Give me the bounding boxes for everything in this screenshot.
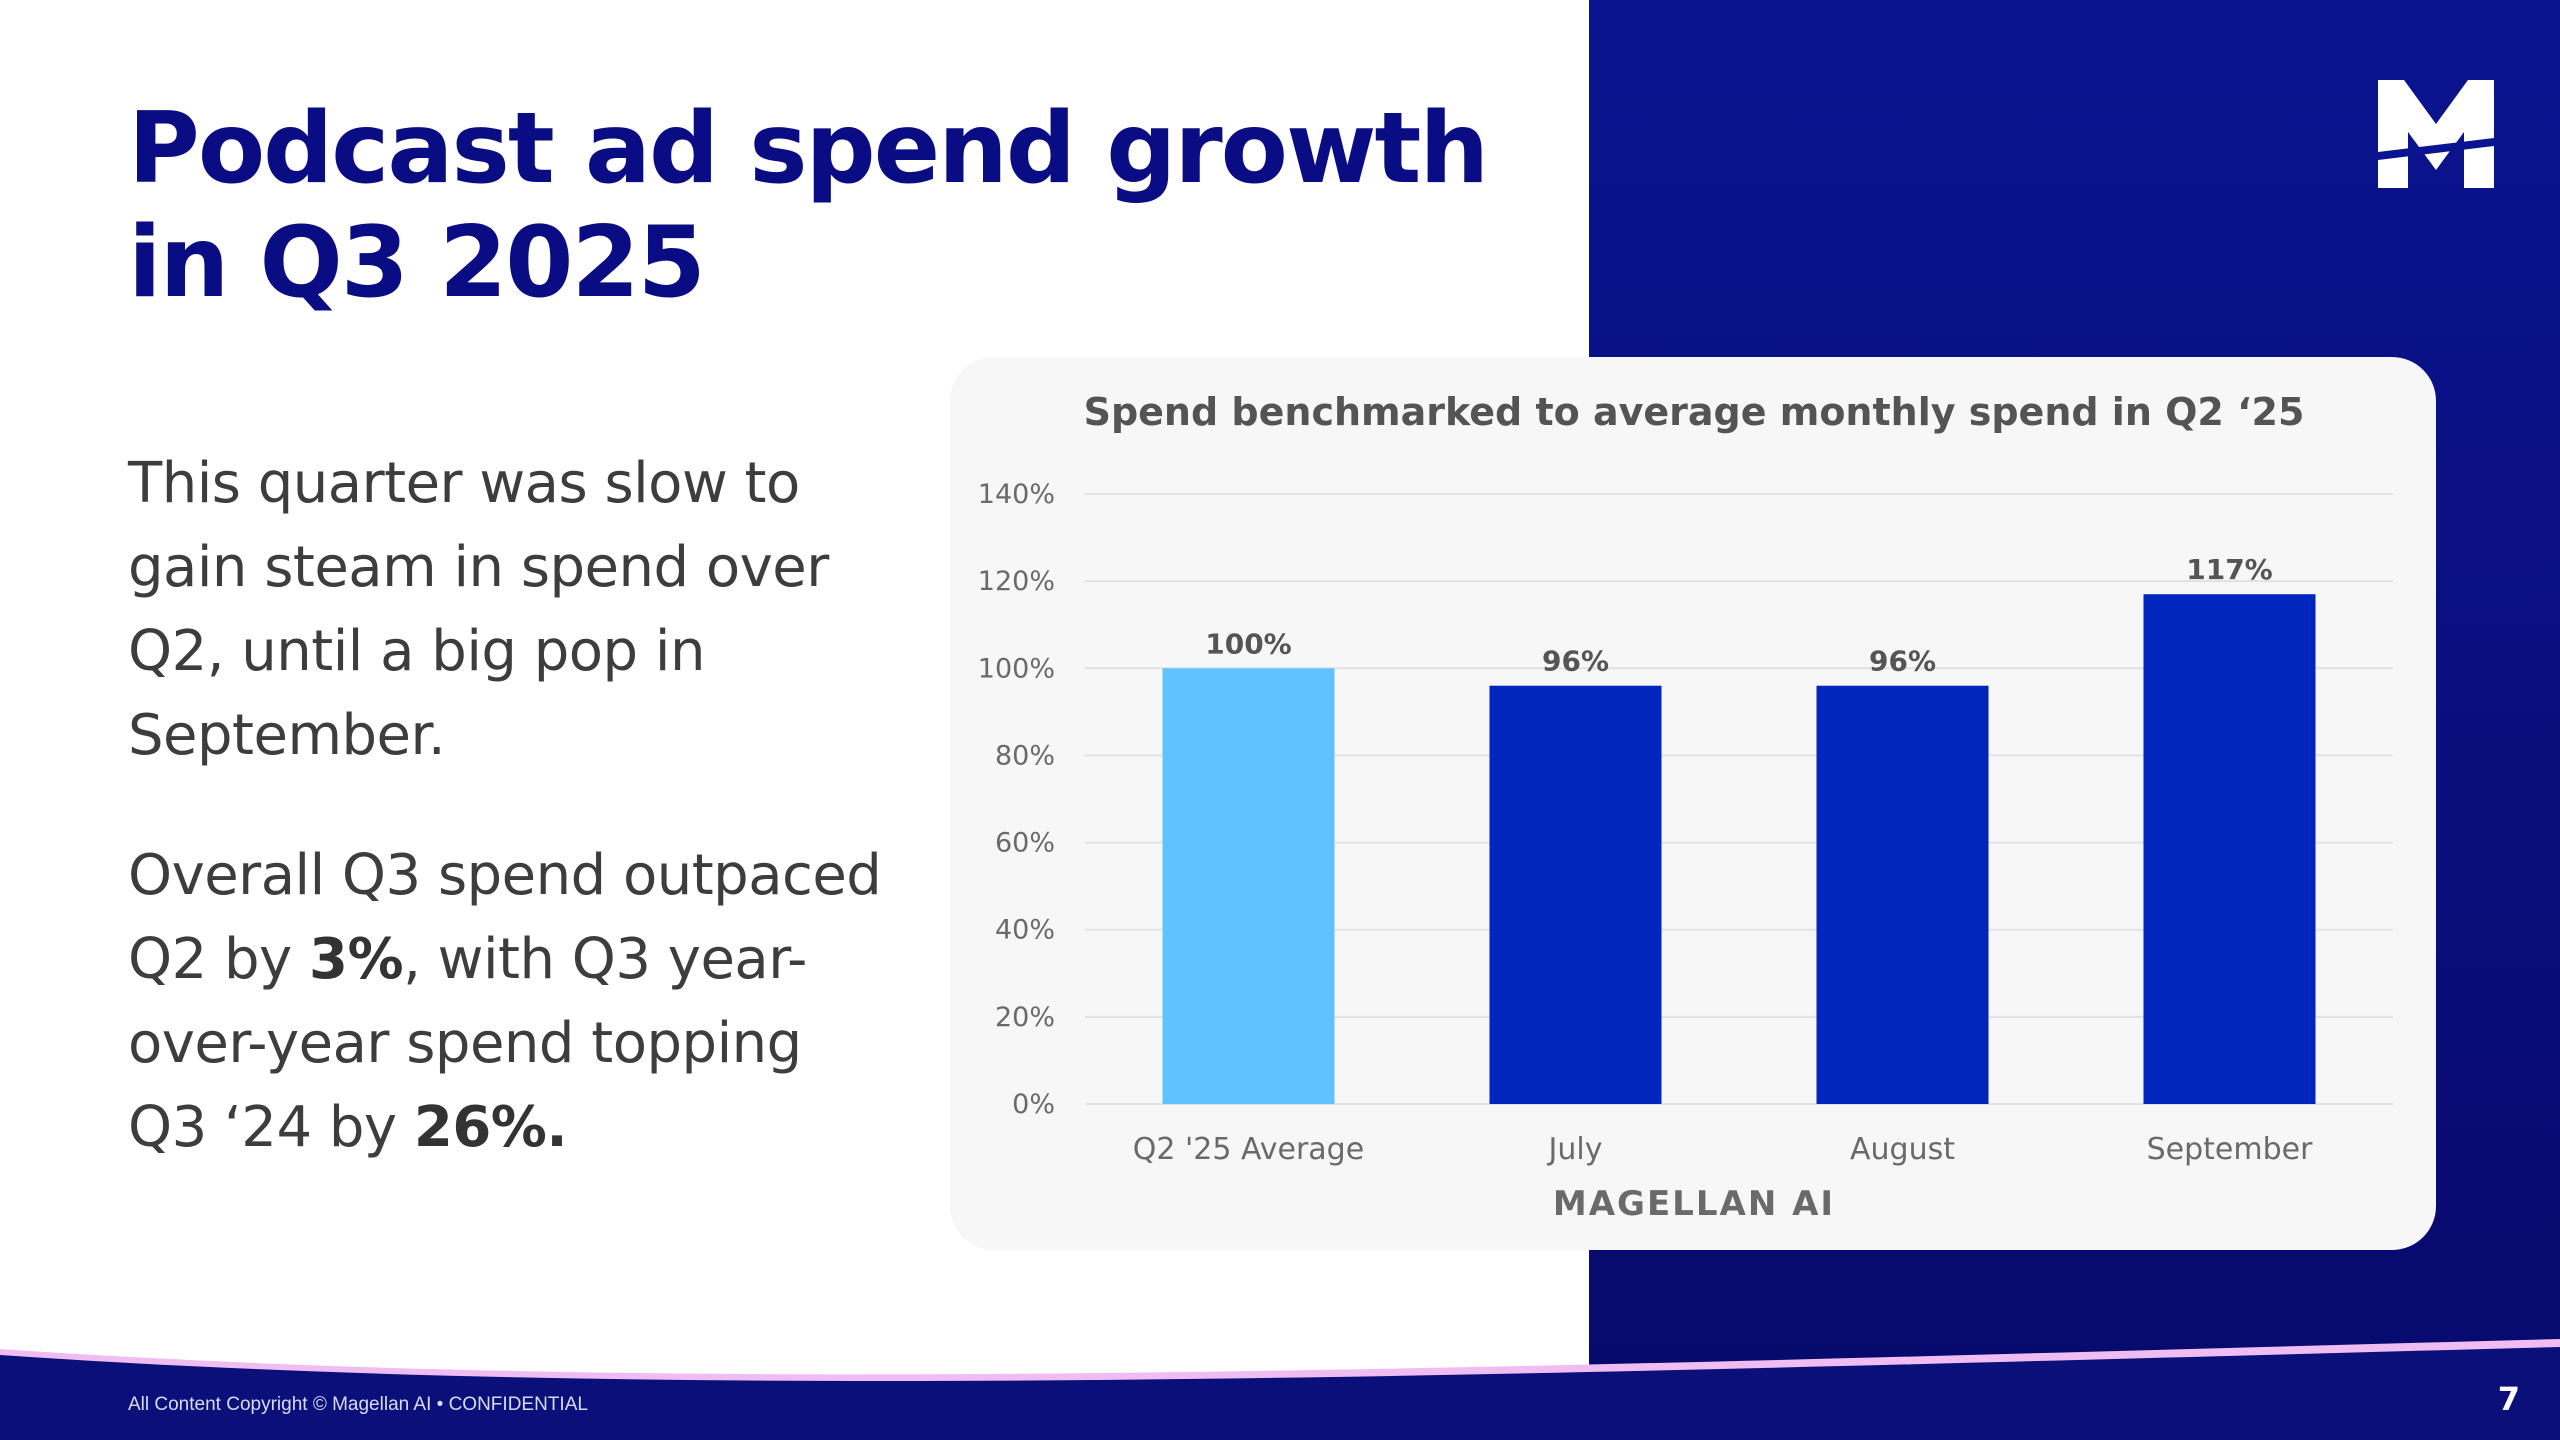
y-tick-label: 140% <box>978 479 1055 510</box>
chart-title: Spend benchmarked to average monthly spe… <box>1084 390 2305 434</box>
yoy-growth-value: 26%. <box>413 1095 568 1160</box>
footer-band <box>0 1339 2560 1440</box>
copyright-text: All Content Copyright © Magellan AI • CO… <box>128 1394 588 1415</box>
category-label: August <box>1850 1132 1955 1167</box>
stats-text-2: , with Q3 year-over-year spend topping Q… <box>128 927 807 1160</box>
y-tick-label: 40% <box>995 915 1055 946</box>
bar <box>1489 685 1662 1104</box>
bar <box>1162 668 1335 1104</box>
category-label: September <box>2147 1132 2313 1167</box>
page-number: 7 <box>2497 1380 2520 1418</box>
bar <box>2143 594 2316 1104</box>
magellan-watermark: MAGELLAN AI <box>1553 1184 1835 1224</box>
stats-text-1: Overall Q3 spend outpaced Q2 by <box>128 843 882 992</box>
data-label: 100% <box>1205 627 1292 660</box>
bar <box>1816 685 1989 1104</box>
y-tick-label: 0% <box>1012 1089 1055 1120</box>
data-label: 96% <box>1542 645 1609 678</box>
qoq-growth-value: 3% <box>309 927 404 992</box>
chart-card: Spend benchmarked to average monthly spe… <box>950 357 2436 1250</box>
category-label: July <box>1547 1132 1603 1167</box>
summary-paragraph: This quarter was slow to gain steam in s… <box>128 451 829 768</box>
magellan-logo-icon <box>2378 80 2494 188</box>
y-tick-label: 20% <box>995 1002 1055 1033</box>
category-label: Q2 '25 Average <box>1133 1132 1364 1167</box>
slide-title: Podcast ad spend growth in Q3 2025 <box>128 92 1489 320</box>
data-label: 96% <box>1869 645 1936 678</box>
y-tick-label: 100% <box>978 653 1055 684</box>
stats-paragraph: Overall Q3 spend outpaced Q2 by 3%, with… <box>128 834 888 1170</box>
y-tick-label: 60% <box>995 828 1055 859</box>
data-label: 117% <box>2186 553 2273 586</box>
y-tick-label: 120% <box>978 566 1055 597</box>
bar-chart: Spend benchmarked to average monthly spe… <box>978 390 2393 1224</box>
y-tick-label: 80% <box>995 740 1055 771</box>
